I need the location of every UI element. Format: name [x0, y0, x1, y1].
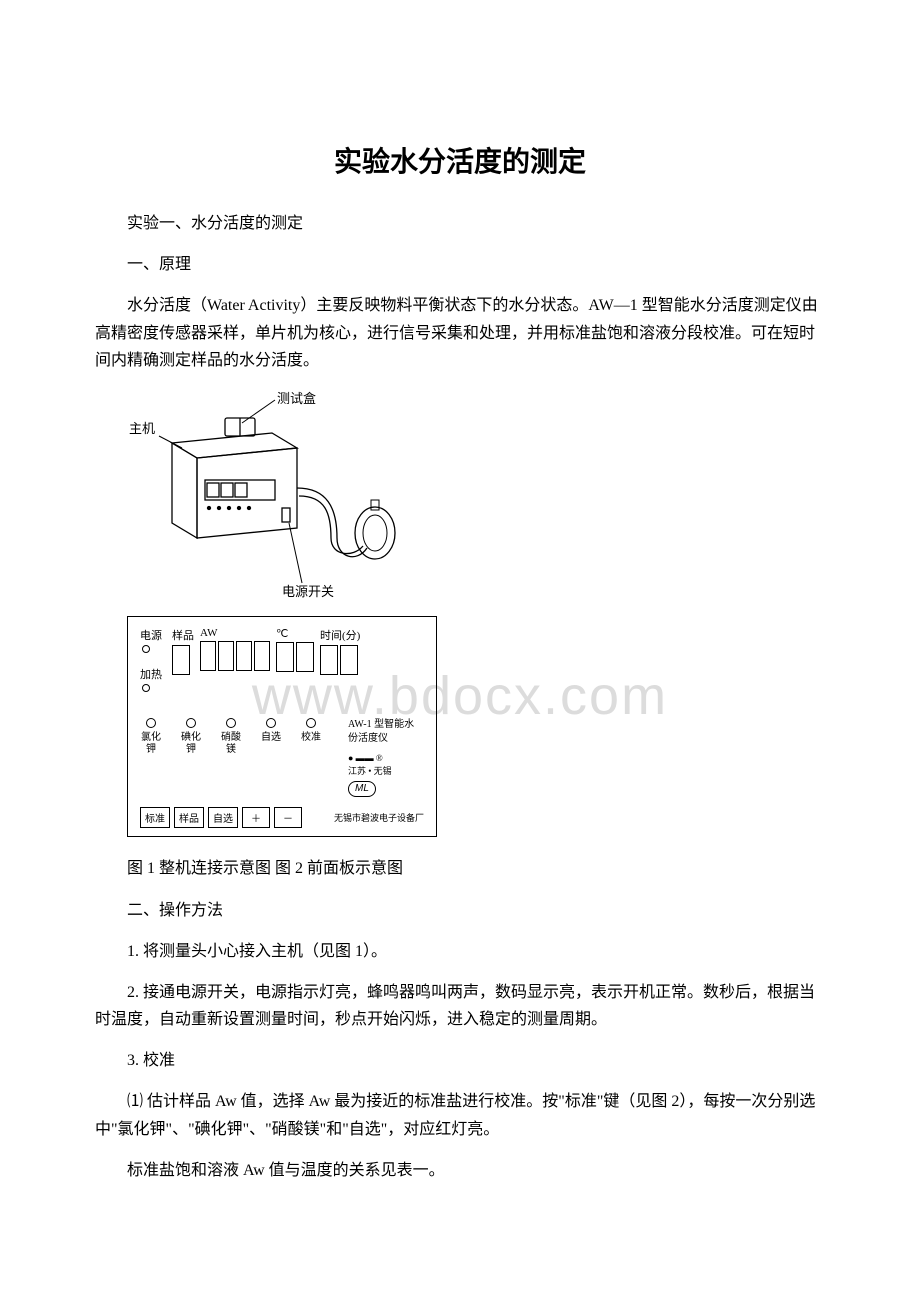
fig1-label-switch: 电源开关	[282, 584, 334, 598]
paragraph-principle: 水分活度（Water Activity）主要反映物料平衡状态下的水分状态。AW—…	[95, 292, 825, 374]
heading-method: 二、操作方法	[95, 897, 825, 924]
panel-label-sample: 样品	[172, 627, 194, 643]
led-kcl-icon	[146, 718, 156, 728]
page-title: 实验水分活度的测定	[95, 140, 825, 180]
led-ki-icon	[186, 718, 196, 728]
step-3-1: ⑴ 估计样品 Aw 值，选择 Aw 最为接近的标准盐进行校准。按"标准"键（见图…	[95, 1088, 825, 1142]
panel-brand-line1: ● ▬▬ ®	[348, 752, 424, 765]
panel-model-text: AW-1 型智能水份活度仪	[348, 718, 424, 746]
panel-brand-line2: 江苏 • 无锡	[348, 765, 424, 778]
panel-label-aw: AW	[200, 627, 217, 639]
led-cal-icon	[306, 718, 316, 728]
led-label-custom: 自选	[261, 732, 281, 743]
step-1: 1. 将测量头小心接入主机（见图 1）。	[95, 938, 825, 965]
led-label-kcl: 氯化钾	[141, 732, 161, 755]
panel-btn-custom: 自选	[208, 807, 238, 828]
panel-btn-standard: 标准	[140, 807, 170, 828]
led-mgno3-icon	[226, 718, 236, 728]
panel-label-power: 电源	[140, 630, 162, 642]
panel-label-temp: ℃	[276, 627, 288, 640]
step-3: 3. 校准	[95, 1047, 825, 1074]
led-label-ki: 碘化钾	[181, 732, 201, 755]
led-heat-icon	[142, 684, 150, 692]
panel-label-time: 时间(分)	[320, 627, 360, 643]
led-custom-icon	[266, 718, 276, 728]
section-heading: 实验一、水分活度的测定	[95, 210, 825, 237]
panel-btn-sample: 样品	[174, 807, 204, 828]
led-power-icon	[142, 645, 150, 653]
fig1-label-host: 主机	[129, 421, 155, 436]
figure-1-device-sketch: 测试盒 主机	[127, 388, 825, 598]
led-label-cal: 校准	[301, 732, 321, 743]
figure-caption: 图 1 整机连接示意图 图 2 前面板示意图	[95, 855, 825, 882]
step-3-note: 标准盐饱和溶液 Aw 值与温度的关系见表一。	[95, 1157, 825, 1184]
fig1-label-box: 测试盒	[277, 391, 316, 406]
panel-label-heat: 加热	[140, 669, 162, 681]
panel-btn-plus: ＋	[242, 807, 270, 828]
panel-btn-minus: －	[274, 807, 302, 828]
led-label-mgno3: 硝酸镁	[221, 732, 241, 755]
panel-logo: ML	[348, 781, 376, 797]
panel-factory-text: 无锡市碧波电子设备厂	[334, 811, 424, 824]
step-2: 2. 接通电源开关，电源指示灯亮，蜂鸣器鸣叫两声，数码显示亮，表示开机正常。数秒…	[95, 979, 825, 1033]
heading-principle: 一、原理	[95, 251, 825, 278]
figure-2-front-panel: 电源 加热 样品 AW ℃ 时间(分)	[127, 616, 825, 837]
